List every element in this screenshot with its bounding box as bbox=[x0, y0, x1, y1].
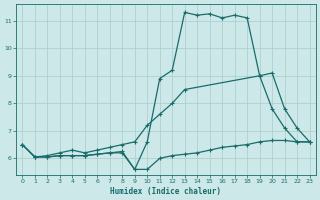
X-axis label: Humidex (Indice chaleur): Humidex (Indice chaleur) bbox=[110, 187, 221, 196]
